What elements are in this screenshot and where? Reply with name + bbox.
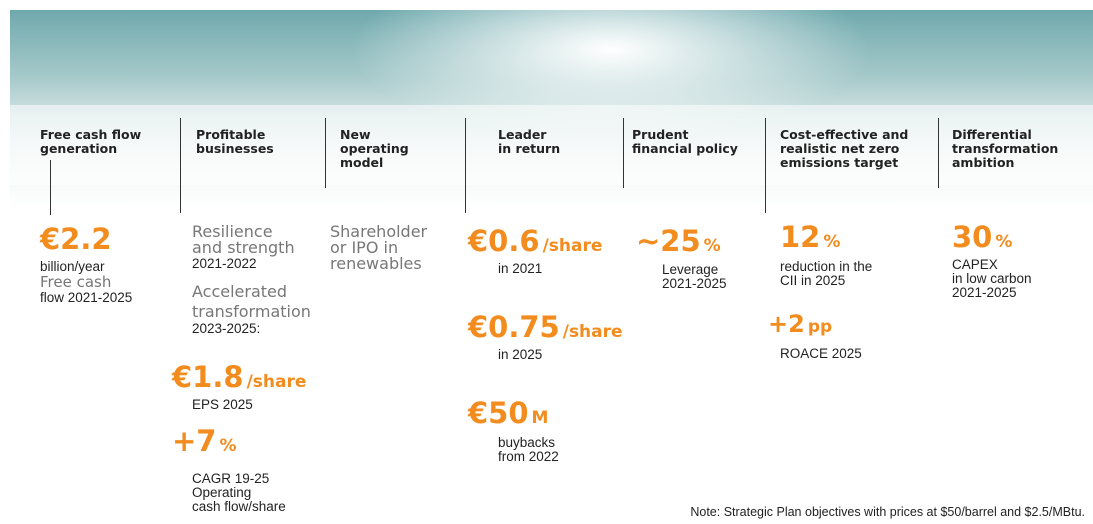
text-line: in low carbon [952,272,1032,286]
separator [50,160,51,215]
figure-value: +7 [172,424,216,458]
figure-value: 12 [780,220,820,254]
header-line: realistic net zero [780,142,908,156]
text-line: Leverage [662,263,718,277]
text-line: reduction in the [780,260,872,274]
header-line: emissions target [780,156,908,170]
text-line: from 2022 [498,450,559,464]
header-line: generation [40,142,141,156]
header-line: Cost-effective and [780,128,908,142]
figure-unit: /share [247,372,307,392]
text-line: flow 2021-2025 [40,291,132,305]
header-line: model [340,156,409,170]
figure: €0.6/share [468,224,602,258]
figure-unit: /share [563,322,623,342]
figure-value: €0.6 [468,224,540,258]
footnote: Note: Strategic Plan objectives with pri… [690,505,1085,519]
separator [623,118,624,188]
figure-value: €1.8 [172,360,244,394]
figure-unit: M [532,408,549,428]
figure-unit: % [823,232,840,252]
text-line: buybacks [498,436,555,450]
text-line: billion/year [40,260,105,274]
text-line: cash flow/share [192,500,286,514]
figure: €2.2 [40,222,112,256]
header-line: financial policy [632,142,738,156]
figure: ~25% [636,224,721,258]
separator [180,118,181,213]
figure-value: ~25 [636,224,701,258]
figure-value: €50 [468,396,529,430]
figure-value: €2.2 [40,222,112,256]
text-line: 2021-2022 [192,257,257,271]
text-line: CAGR 19-25 [192,472,269,486]
header-line: in return [498,142,560,156]
figure: €0.75/share [468,310,623,344]
text-line: in 2025 [498,348,542,362]
infographic: Free cash flowgeneration Profitablebusin… [0,0,1093,524]
text-line: 2023-2025: [192,322,260,336]
figure-value: 30 [952,220,992,254]
figure: +7% [172,424,237,458]
header-line: New [340,128,409,142]
header-line: operating [340,142,409,156]
separator [938,118,939,188]
figure-value: +2 [768,310,805,338]
figure: 30% [952,220,1012,254]
header-line: transformation [952,142,1058,156]
figure-unit: % [219,436,236,456]
separator [325,118,326,188]
separator [765,118,766,213]
header-line: businesses [196,142,274,156]
text-line: in 2021 [498,262,542,276]
text-line: renewables [330,256,422,272]
text-line: CII in 2025 [780,274,845,288]
header-line: ambition [952,156,1058,170]
header-line: Profitable [196,128,274,142]
text-line: transformation [192,304,311,320]
text-line: 2021-2025 [952,286,1017,300]
figure-unit: /share [543,236,603,256]
header-line: Prudent [632,128,738,142]
text-line: CAPEX [952,258,998,272]
figure: 12% [780,220,840,254]
text-line: Free cash [40,274,111,290]
header-line: Free cash flow [40,128,141,142]
figure-value: €0.75 [468,310,560,344]
figure-unit: pp [808,317,832,337]
text-line: and strength [192,240,295,256]
figure: €1.8/share [172,360,306,394]
text-line: EPS 2025 [192,398,253,412]
text-line: Accelerated [192,284,287,300]
separator [465,118,466,213]
text-line: ROACE 2025 [780,347,862,361]
text-line: Operating [192,486,251,500]
header-line: Differential [952,128,1058,142]
figure-unit: % [704,236,721,256]
text-line: 2021-2025 [662,277,727,291]
header-line: Leader [498,128,560,142]
figure-unit: % [995,232,1012,252]
